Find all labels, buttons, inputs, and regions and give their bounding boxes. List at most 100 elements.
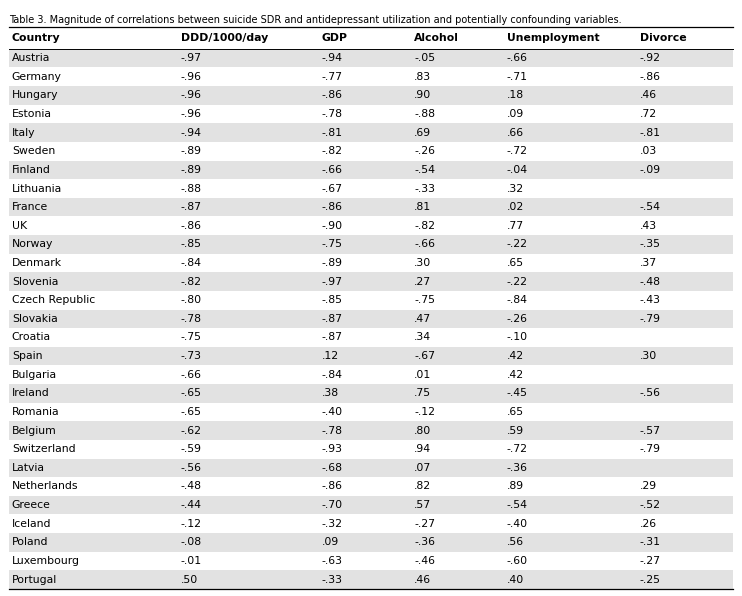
Text: -.86: -.86 — [322, 91, 343, 100]
Text: .27: .27 — [414, 277, 431, 287]
Text: .65: .65 — [507, 258, 524, 268]
Text: -.56: -.56 — [181, 463, 202, 473]
Text: -.79: -.79 — [640, 314, 660, 324]
Text: Austria: Austria — [12, 53, 50, 63]
Text: -.78: -.78 — [322, 426, 343, 436]
Text: -.78: -.78 — [181, 314, 202, 324]
Text: Slovenia: Slovenia — [12, 277, 58, 287]
Text: -.89: -.89 — [322, 258, 343, 268]
Text: -.87: -.87 — [181, 202, 202, 212]
Text: .38: .38 — [322, 389, 339, 398]
Text: Unemployment: Unemployment — [507, 33, 600, 43]
Text: .12: .12 — [322, 351, 339, 361]
Text: .56: .56 — [507, 538, 524, 547]
Bar — [9, 365, 733, 384]
Text: -.54: -.54 — [640, 202, 660, 212]
Bar — [9, 458, 733, 477]
Text: -.89: -.89 — [181, 146, 202, 156]
Text: .83: .83 — [414, 72, 431, 82]
Text: -.96: -.96 — [181, 72, 202, 82]
Text: -.86: -.86 — [640, 72, 660, 82]
Bar — [9, 86, 733, 105]
Text: -.87: -.87 — [322, 333, 343, 343]
Text: -.40: -.40 — [322, 407, 343, 417]
Text: -.86: -.86 — [181, 221, 202, 231]
Text: .43: .43 — [640, 221, 657, 231]
Text: -.26: -.26 — [414, 146, 436, 156]
Text: .57: .57 — [414, 500, 431, 510]
Bar — [9, 347, 733, 365]
Text: .47: .47 — [414, 314, 431, 324]
Text: -.54: -.54 — [414, 165, 436, 175]
Text: -.67: -.67 — [322, 184, 343, 194]
Text: -.67: -.67 — [414, 351, 436, 361]
Text: -.04: -.04 — [507, 165, 528, 175]
Text: .75: .75 — [414, 389, 431, 398]
Text: -.56: -.56 — [640, 389, 660, 398]
Text: .37: .37 — [640, 258, 657, 268]
Text: Ireland: Ireland — [12, 389, 50, 398]
Text: -.35: -.35 — [640, 240, 660, 249]
Text: -.45: -.45 — [507, 389, 528, 398]
Text: -.81: -.81 — [322, 128, 343, 138]
Text: Bulgaria: Bulgaria — [12, 370, 57, 380]
Text: UK: UK — [12, 221, 27, 231]
Text: .09: .09 — [322, 538, 339, 547]
Text: -.59: -.59 — [181, 444, 202, 454]
Text: -.82: -.82 — [322, 146, 343, 156]
Text: .72: .72 — [640, 109, 657, 119]
Bar — [9, 291, 733, 309]
Bar — [9, 570, 733, 589]
Text: -.66: -.66 — [414, 240, 436, 249]
Text: -.27: -.27 — [414, 519, 436, 529]
Text: -.86: -.86 — [322, 202, 343, 212]
Text: .26: .26 — [640, 519, 657, 529]
Text: -.72: -.72 — [507, 444, 528, 454]
Text: -.32: -.32 — [322, 519, 343, 529]
Text: -.12: -.12 — [414, 407, 436, 417]
Text: Luxembourg: Luxembourg — [12, 556, 80, 566]
Text: .89: .89 — [507, 482, 524, 492]
Bar — [9, 384, 733, 403]
Text: Lithuania: Lithuania — [12, 184, 62, 194]
Bar — [9, 403, 733, 421]
Text: .30: .30 — [640, 351, 657, 361]
Text: Hungary: Hungary — [12, 91, 59, 100]
Text: .46: .46 — [640, 91, 657, 100]
Bar — [9, 421, 733, 440]
Text: -.84: -.84 — [507, 295, 528, 305]
Text: Divorce: Divorce — [640, 33, 686, 43]
Text: -.81: -.81 — [640, 128, 660, 138]
Bar — [9, 216, 733, 235]
Text: -.01: -.01 — [181, 556, 202, 566]
Text: -.65: -.65 — [181, 389, 202, 398]
Text: .09: .09 — [507, 109, 524, 119]
Text: .77: .77 — [507, 221, 524, 231]
Text: -.70: -.70 — [322, 500, 343, 510]
Text: -.82: -.82 — [181, 277, 202, 287]
Text: -.26: -.26 — [507, 314, 528, 324]
Bar — [9, 105, 733, 123]
Bar — [9, 272, 733, 291]
Text: Finland: Finland — [12, 165, 50, 175]
Text: .42: .42 — [507, 370, 524, 380]
Text: .30: .30 — [414, 258, 431, 268]
Text: Norway: Norway — [12, 240, 53, 249]
Bar — [9, 198, 733, 216]
Text: Latvia: Latvia — [12, 463, 45, 473]
Text: Spain: Spain — [12, 351, 42, 361]
Text: .40: .40 — [507, 575, 524, 585]
Text: -.75: -.75 — [181, 333, 202, 343]
Bar — [9, 496, 733, 514]
Text: Switzerland: Switzerland — [12, 444, 76, 454]
Text: Slovakia: Slovakia — [12, 314, 58, 324]
Text: .69: .69 — [414, 128, 431, 138]
Text: -.57: -.57 — [640, 426, 660, 436]
Bar — [9, 179, 733, 198]
Text: Estonia: Estonia — [12, 109, 52, 119]
Bar — [9, 477, 733, 496]
Text: .50: .50 — [181, 575, 198, 585]
Text: .81: .81 — [414, 202, 431, 212]
Text: -.66: -.66 — [181, 370, 202, 380]
Text: -.71: -.71 — [507, 72, 528, 82]
